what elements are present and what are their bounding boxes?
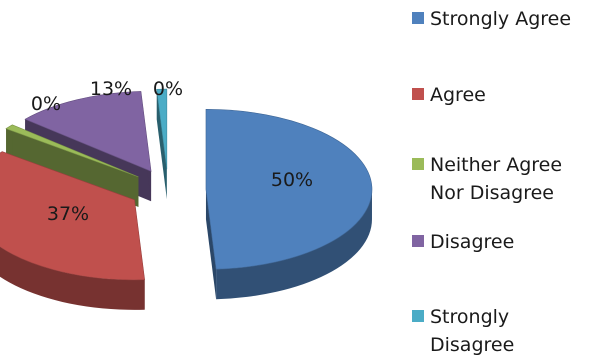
legend-label-strongly-agree: Strongly Agree — [430, 8, 571, 30]
legend-swatch-neither — [412, 158, 424, 170]
data-label-agree: 37% — [47, 203, 89, 225]
data-label-strongly-disagree: 0% — [153, 78, 183, 100]
slice-top-strongly-disagree — [156, 88, 168, 170]
slice-strongly-agree — [205, 109, 373, 300]
slice-agree — [0, 151, 145, 310]
legend-swatch-strongly-disagree — [412, 310, 424, 322]
legend-label-neither-line1: Neither Agree — [430, 154, 562, 176]
legend-label-agree: Agree — [430, 84, 486, 106]
slice-strongly-disagree — [156, 88, 168, 200]
legend-label-neither-line2: Nor Disagree — [430, 182, 554, 204]
slice-top-agree — [0, 151, 145, 281]
legend: Strongly Agree Agree Neither Agree Nor D… — [412, 8, 571, 356]
slice-top-strongly-agree — [205, 109, 373, 270]
slice-wall-strongly-disagree-0 — [156, 89, 167, 200]
pie-slices — [0, 88, 373, 310]
slice-top-neither — [5, 124, 139, 178]
legend-swatch-disagree — [412, 235, 424, 247]
slice-rim-strongly-agree — [216, 189, 372, 300]
legend-label-disagree: Disagree — [430, 231, 514, 253]
slice-wall-strongly-agree-1 — [205, 189, 217, 300]
legend-swatch-strongly-agree — [412, 12, 424, 24]
slice-neither — [5, 124, 139, 207]
data-label-neither: 0% — [31, 93, 61, 115]
slice-wall-neither-1 — [12, 124, 139, 207]
data-labels: 50% 37% 0% 13% 0% — [31, 78, 313, 225]
slice-rim-agree — [0, 246, 145, 310]
legend-swatch-agree — [412, 88, 424, 100]
legend-label-strongly-disagree-line1: Strongly — [430, 306, 509, 328]
data-label-strongly-agree: 50% — [271, 169, 313, 191]
legend-label-strongly-disagree-line2: Disagree — [430, 334, 514, 356]
slice-top-disagree — [24, 91, 152, 172]
data-label-disagree: 13% — [90, 78, 132, 100]
